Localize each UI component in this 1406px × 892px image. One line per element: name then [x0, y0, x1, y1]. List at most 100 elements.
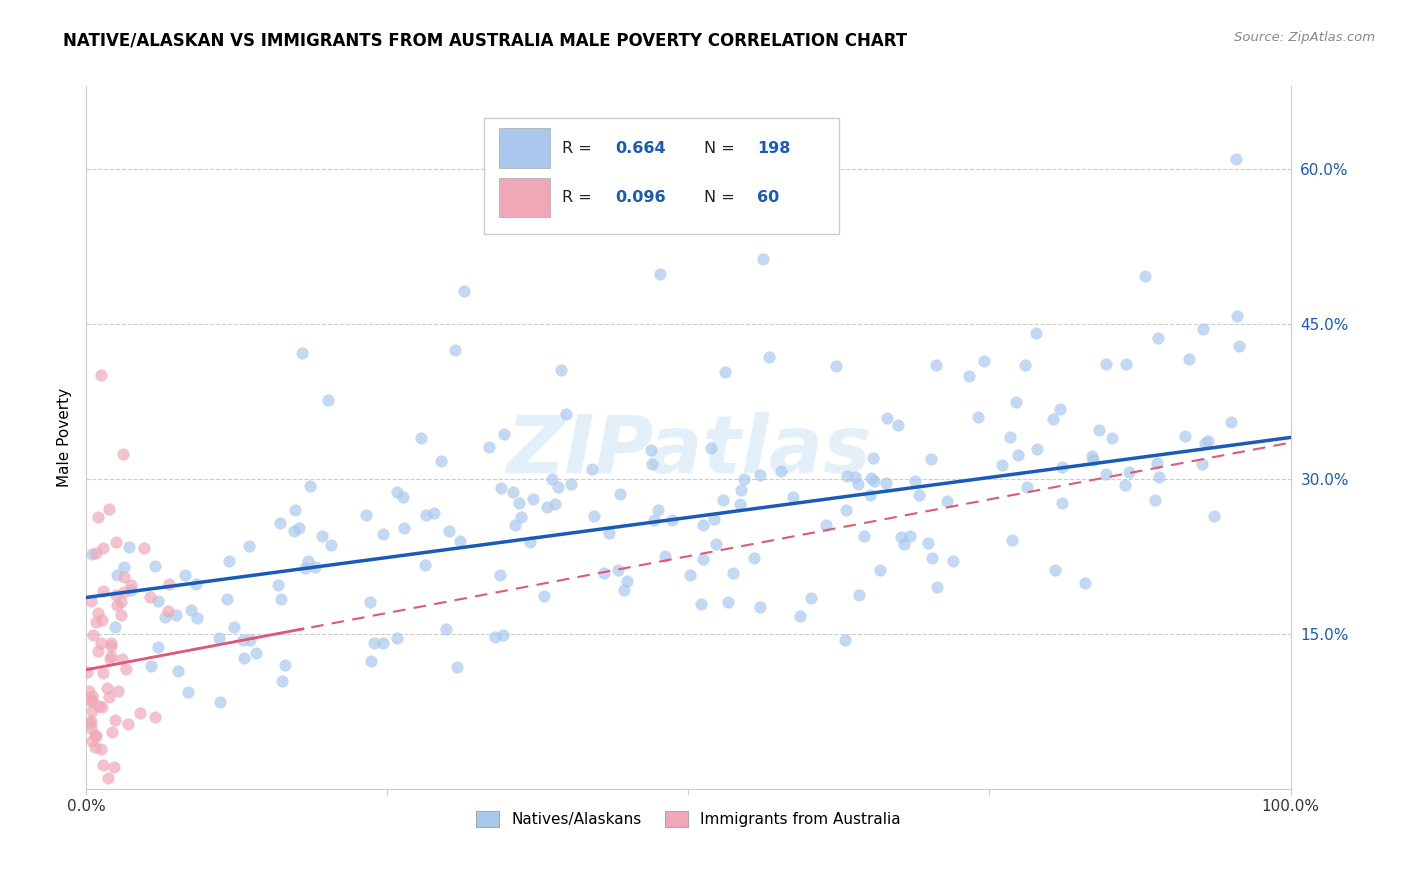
Point — [519, 535, 541, 549]
Point — [488, 568, 510, 582]
Point — [76, 665, 98, 680]
Point — [1146, 457, 1168, 471]
Point — [98, 501, 121, 516]
Point — [105, 534, 128, 549]
Point — [717, 595, 740, 609]
Point — [359, 595, 381, 609]
Point — [957, 368, 980, 383]
Point — [284, 503, 307, 517]
Point — [898, 529, 921, 543]
Point — [749, 599, 772, 614]
Point — [232, 651, 254, 665]
Point — [844, 470, 866, 484]
Point — [93, 541, 115, 555]
Point — [935, 494, 957, 508]
Point — [581, 461, 603, 475]
Point — [180, 603, 202, 617]
Point — [80, 594, 103, 608]
Point — [297, 554, 319, 568]
Point — [598, 526, 620, 541]
Point — [967, 409, 990, 424]
Point — [110, 595, 132, 609]
Point — [1225, 152, 1247, 166]
Point — [391, 491, 413, 505]
Point — [157, 605, 180, 619]
Point — [91, 758, 114, 772]
Point — [730, 483, 752, 498]
Point — [1074, 576, 1097, 591]
Point — [1115, 357, 1137, 371]
Point — [869, 564, 891, 578]
Point — [77, 684, 100, 698]
Point — [550, 362, 572, 376]
Text: N =: N = — [704, 190, 740, 205]
Point — [82, 689, 104, 703]
Point — [91, 700, 114, 714]
Point — [98, 690, 121, 705]
Point — [1146, 331, 1168, 345]
Point — [174, 568, 197, 582]
Point — [876, 410, 898, 425]
Point — [103, 759, 125, 773]
Point — [711, 492, 734, 507]
Point — [186, 611, 208, 625]
Text: 198: 198 — [756, 141, 790, 155]
Point — [887, 417, 910, 432]
Point — [641, 458, 664, 472]
Point — [104, 713, 127, 727]
Point — [703, 512, 725, 526]
Point — [825, 359, 848, 373]
Point — [1191, 457, 1213, 471]
Point — [502, 484, 524, 499]
Text: 0.096: 0.096 — [614, 190, 665, 205]
Point — [449, 534, 471, 549]
Point — [446, 660, 468, 674]
Point — [218, 554, 240, 568]
Point — [436, 622, 458, 636]
Point — [111, 652, 134, 666]
Point — [616, 574, 638, 588]
Point — [271, 674, 294, 689]
Point — [80, 714, 103, 728]
Point — [789, 608, 811, 623]
Text: R =: R = — [562, 190, 596, 205]
Point — [875, 475, 897, 490]
Point — [1004, 395, 1026, 409]
Point — [815, 517, 838, 532]
Point — [1194, 436, 1216, 450]
Point — [1015, 480, 1038, 494]
Point — [112, 570, 135, 584]
Point — [744, 166, 766, 180]
Point — [304, 559, 326, 574]
Point — [129, 706, 152, 721]
Point — [117, 717, 139, 731]
Point — [491, 481, 513, 495]
Point — [423, 506, 446, 520]
Text: NATIVE/ALASKAN VS IMMIGRANTS FROM AUSTRALIA MALE POVERTY CORRELATION CHART: NATIVE/ALASKAN VS IMMIGRANTS FROM AUSTRA… — [63, 31, 907, 49]
Point — [87, 606, 110, 620]
Point — [80, 693, 103, 707]
Point — [107, 684, 129, 698]
Point — [80, 694, 103, 708]
Point — [90, 741, 112, 756]
Point — [267, 578, 290, 592]
Point — [973, 354, 995, 368]
Point — [533, 589, 555, 603]
Point — [1118, 466, 1140, 480]
Point — [311, 529, 333, 543]
Point — [143, 710, 166, 724]
Point — [690, 597, 713, 611]
Point — [245, 647, 267, 661]
Point — [853, 528, 876, 542]
Point — [82, 628, 104, 642]
Point — [105, 568, 128, 582]
Point — [208, 695, 231, 709]
Point — [742, 550, 765, 565]
Point — [661, 513, 683, 527]
Point — [87, 643, 110, 657]
Point — [239, 632, 262, 647]
FancyBboxPatch shape — [484, 118, 839, 234]
Point — [704, 537, 727, 551]
Point — [453, 284, 475, 298]
Point — [492, 628, 515, 642]
